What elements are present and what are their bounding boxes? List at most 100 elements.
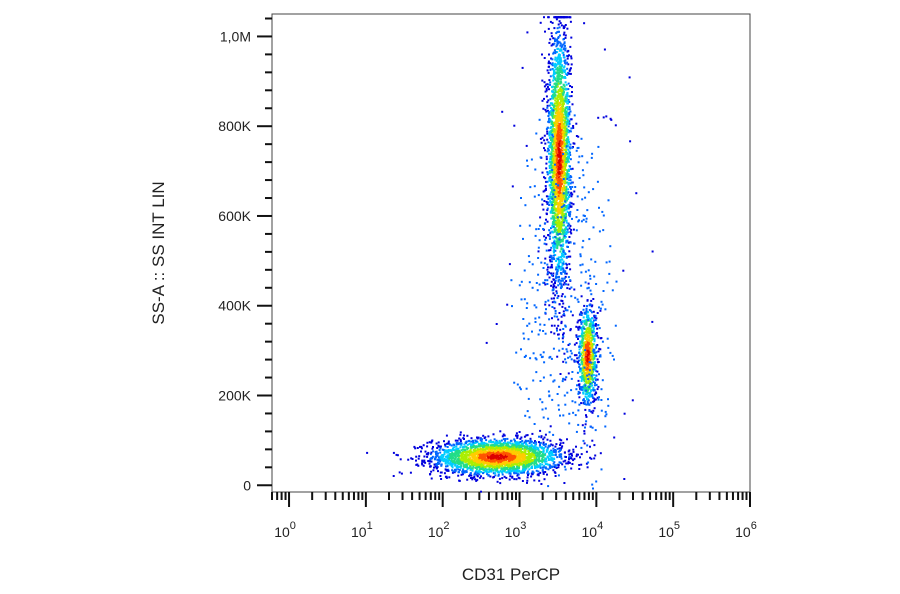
data-point <box>543 200 546 202</box>
data-point <box>568 129 571 132</box>
data-point <box>556 123 559 126</box>
data-point <box>565 116 568 119</box>
data-point <box>551 301 554 304</box>
data-point <box>553 135 556 138</box>
data-point <box>544 463 547 465</box>
data-point <box>430 451 433 454</box>
data-point <box>528 463 531 466</box>
data-point <box>522 453 525 456</box>
data-point <box>562 231 564 234</box>
data-point <box>496 480 499 483</box>
data-point <box>468 474 471 477</box>
data-point <box>445 459 447 462</box>
data-point <box>572 142 575 145</box>
data-point <box>429 458 432 461</box>
data-point <box>511 444 514 447</box>
data-point <box>550 187 553 190</box>
data-point <box>549 68 552 71</box>
data-point <box>516 457 519 460</box>
data-point <box>548 172 551 175</box>
data-point <box>487 443 490 446</box>
data-point <box>554 214 557 217</box>
data-point <box>553 65 556 68</box>
data-point <box>542 466 545 469</box>
data-point <box>564 149 567 152</box>
data-point <box>472 453 475 456</box>
data-point <box>593 444 596 447</box>
data-point <box>483 456 486 459</box>
data-point <box>567 207 570 210</box>
data-point <box>435 462 438 465</box>
data-point <box>437 461 439 464</box>
data-point <box>530 445 533 448</box>
data-point <box>545 200 548 203</box>
data-point <box>555 139 558 142</box>
data-point <box>463 464 466 467</box>
data-point <box>566 171 569 174</box>
data-point <box>562 113 565 116</box>
data-point <box>518 477 521 480</box>
data-point <box>531 458 533 461</box>
data-point <box>477 458 479 460</box>
data-point <box>553 324 556 327</box>
data-point <box>516 474 519 477</box>
data-point <box>484 436 487 439</box>
data-point <box>549 231 552 234</box>
data-point <box>557 220 560 223</box>
data-point <box>462 453 465 456</box>
data-point <box>547 468 550 471</box>
data-point <box>529 456 532 459</box>
data-point <box>430 441 433 444</box>
data-point <box>509 450 512 453</box>
data-point <box>553 332 556 335</box>
data-point <box>516 436 519 439</box>
data-point <box>493 445 496 448</box>
data-point <box>469 472 472 475</box>
data-point <box>568 461 571 464</box>
data-point <box>510 470 513 473</box>
data-point <box>451 451 454 454</box>
data-point <box>503 462 506 465</box>
data-point <box>570 55 573 58</box>
data-point <box>560 133 563 136</box>
data-point <box>565 156 568 159</box>
data-point <box>475 440 478 443</box>
data-point <box>566 74 569 76</box>
data-point <box>430 460 433 463</box>
data-point <box>550 151 553 154</box>
data-point <box>550 210 553 213</box>
data-point <box>542 459 545 462</box>
data-point <box>551 102 554 105</box>
data-point <box>564 125 567 128</box>
data-point <box>510 450 513 453</box>
data-point <box>563 134 566 137</box>
data-point <box>557 109 560 112</box>
data-point <box>567 372 570 375</box>
data-point <box>551 226 554 229</box>
data-point <box>568 54 570 57</box>
data-point <box>533 451 536 454</box>
data-point <box>542 438 545 441</box>
data-point <box>459 433 462 436</box>
data-point <box>563 42 566 45</box>
data-point <box>470 460 473 463</box>
data-point <box>535 463 538 466</box>
data-point <box>568 16 571 19</box>
data-point <box>555 286 558 289</box>
data-point <box>553 158 556 161</box>
data-point <box>545 187 547 190</box>
data-point <box>495 446 498 449</box>
data-point <box>479 445 482 447</box>
data-point <box>543 478 546 481</box>
data-point <box>545 89 548 92</box>
data-point <box>444 462 447 465</box>
data-point <box>494 458 497 461</box>
data-point <box>498 445 501 447</box>
data-point <box>552 246 555 249</box>
data-point <box>558 149 561 151</box>
data-point <box>522 464 525 467</box>
data-point <box>551 224 554 227</box>
data-point <box>548 134 551 136</box>
data-point <box>458 442 461 445</box>
data-point <box>564 24 567 26</box>
